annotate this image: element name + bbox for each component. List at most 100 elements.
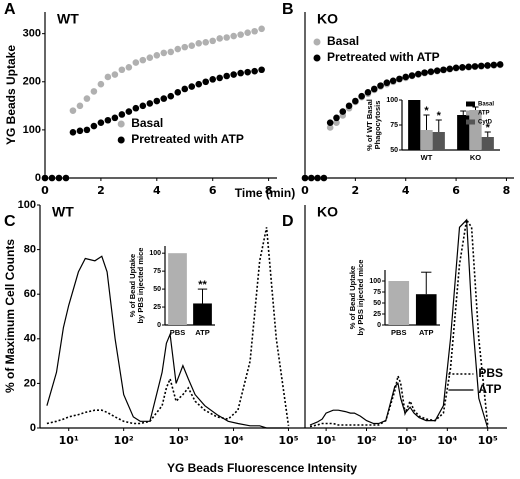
data-point: [111, 114, 119, 122]
panel-title: WT: [52, 204, 74, 220]
y-tick-label: 25: [373, 311, 381, 318]
x-tick-label: 4: [402, 184, 410, 197]
data-point: [244, 29, 251, 36]
y-tick-label: 100: [386, 97, 398, 104]
data-point: [251, 67, 258, 75]
x-tick-label: 6: [452, 184, 460, 197]
bar: [432, 132, 445, 150]
y-tick-label: 0: [377, 322, 381, 329]
legend-marker: [466, 101, 475, 107]
category-label: PBS: [391, 328, 406, 337]
legend-label: PBS: [478, 366, 503, 380]
legend-label: Pretreated with ATP: [327, 50, 440, 64]
data-point: [132, 59, 140, 66]
data-point: [333, 119, 340, 126]
y-tick-label: 75: [153, 268, 161, 275]
x-tick-label: 0: [41, 184, 49, 197]
data-point: [188, 83, 196, 90]
data-point: [383, 79, 391, 87]
legend-marker: [313, 38, 321, 46]
bar: [193, 303, 212, 325]
significance: **: [198, 279, 207, 291]
y-tick-label: 40: [24, 333, 36, 345]
y-tick-label: 50: [153, 286, 161, 293]
y-tick-label: 300: [23, 28, 41, 40]
data-point: [69, 107, 77, 114]
data-point: [83, 95, 91, 102]
data-point: [333, 114, 340, 122]
data-point: [104, 116, 112, 124]
bar: [415, 294, 437, 325]
x-tick-label: 10⁴: [437, 434, 457, 447]
histogram-line: [46, 227, 290, 426]
data-point: [490, 61, 498, 69]
data-point: [104, 73, 112, 81]
data-point: [76, 102, 84, 110]
data-point: [195, 39, 203, 47]
data-point: [471, 63, 479, 70]
legend-label: ATP: [478, 382, 501, 396]
data-point: [202, 78, 210, 86]
data-point: [314, 174, 321, 182]
significance: *: [437, 110, 442, 122]
data-point: [496, 61, 504, 68]
data-point: [237, 31, 244, 38]
data-point: [153, 97, 161, 105]
legend-label: Basal: [478, 102, 494, 108]
category-label: KO: [470, 153, 481, 162]
data-point: [97, 80, 105, 88]
data-point: [174, 89, 182, 96]
data-point: [111, 71, 119, 78]
data-point: [301, 174, 309, 182]
data-point: [230, 71, 237, 78]
data-point: [125, 64, 133, 71]
y-axis-label: % of Bead Uptake: [348, 266, 357, 329]
data-point: [202, 39, 210, 46]
legend-label: CytD: [478, 120, 493, 126]
data-point: [352, 97, 359, 105]
data-point: [146, 100, 154, 107]
data-point: [307, 174, 315, 182]
x-axis-label: YG Beads Fluorescence Intensity: [167, 461, 357, 475]
data-point: [167, 92, 175, 100]
data-point: [181, 43, 189, 51]
legend-label: ATP: [478, 111, 490, 117]
data-point: [153, 52, 161, 59]
data-point: [427, 68, 435, 75]
y-tick-label: 200: [23, 76, 41, 88]
data-point: [90, 122, 98, 130]
bar: [168, 253, 187, 325]
y-tick-label: 0: [30, 422, 36, 434]
y-tick-label: 100: [369, 278, 381, 285]
legend-label: Basal: [327, 34, 359, 48]
panel-letter: A: [4, 1, 16, 18]
data-point: [477, 62, 485, 70]
data-point: [484, 62, 491, 69]
bar: [420, 130, 433, 150]
category-label: PBS: [170, 328, 185, 337]
data-point: [83, 126, 91, 134]
category-label: ATP: [195, 328, 209, 337]
data-point: [223, 72, 230, 80]
histogram-line: [309, 217, 489, 428]
y-tick-label: 0: [35, 172, 41, 184]
y-tick-label: 0: [157, 322, 161, 329]
y-tick-label: 75: [373, 289, 381, 296]
data-point: [195, 80, 203, 88]
legend-marker: [117, 120, 125, 128]
data-point: [320, 174, 328, 182]
panel-title: KO: [317, 204, 338, 220]
legend-marker: [466, 119, 475, 125]
x-tick-label: 10²: [356, 434, 376, 447]
y-tick-label: 100: [23, 124, 41, 136]
y-tick-label: 100: [18, 199, 36, 211]
data-point: [132, 104, 140, 112]
data-point: [251, 27, 258, 35]
data-point: [377, 82, 384, 89]
significance: *: [424, 105, 429, 117]
data-point: [160, 49, 168, 57]
legend-marker: [117, 136, 125, 144]
category-label: WT: [421, 153, 433, 162]
y-tick-label: 60: [24, 288, 36, 300]
